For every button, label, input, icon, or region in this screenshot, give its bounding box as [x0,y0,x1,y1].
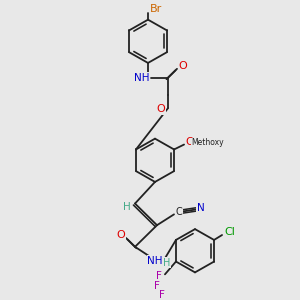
Text: F: F [159,290,165,300]
Text: F: F [154,281,160,291]
Text: O: O [178,61,188,71]
Text: NH: NH [134,73,150,83]
Text: O: O [186,136,194,147]
Text: H: H [163,257,171,268]
Text: O: O [117,230,125,240]
Text: N: N [197,203,205,214]
Text: F: F [156,271,162,281]
Text: H: H [123,202,131,212]
Text: Cl: Cl [225,227,236,237]
Text: NH: NH [147,256,163,266]
Text: O: O [157,104,165,114]
Text: Br: Br [150,4,162,14]
Text: C: C [176,207,182,218]
Text: Methoxy: Methoxy [192,138,224,147]
